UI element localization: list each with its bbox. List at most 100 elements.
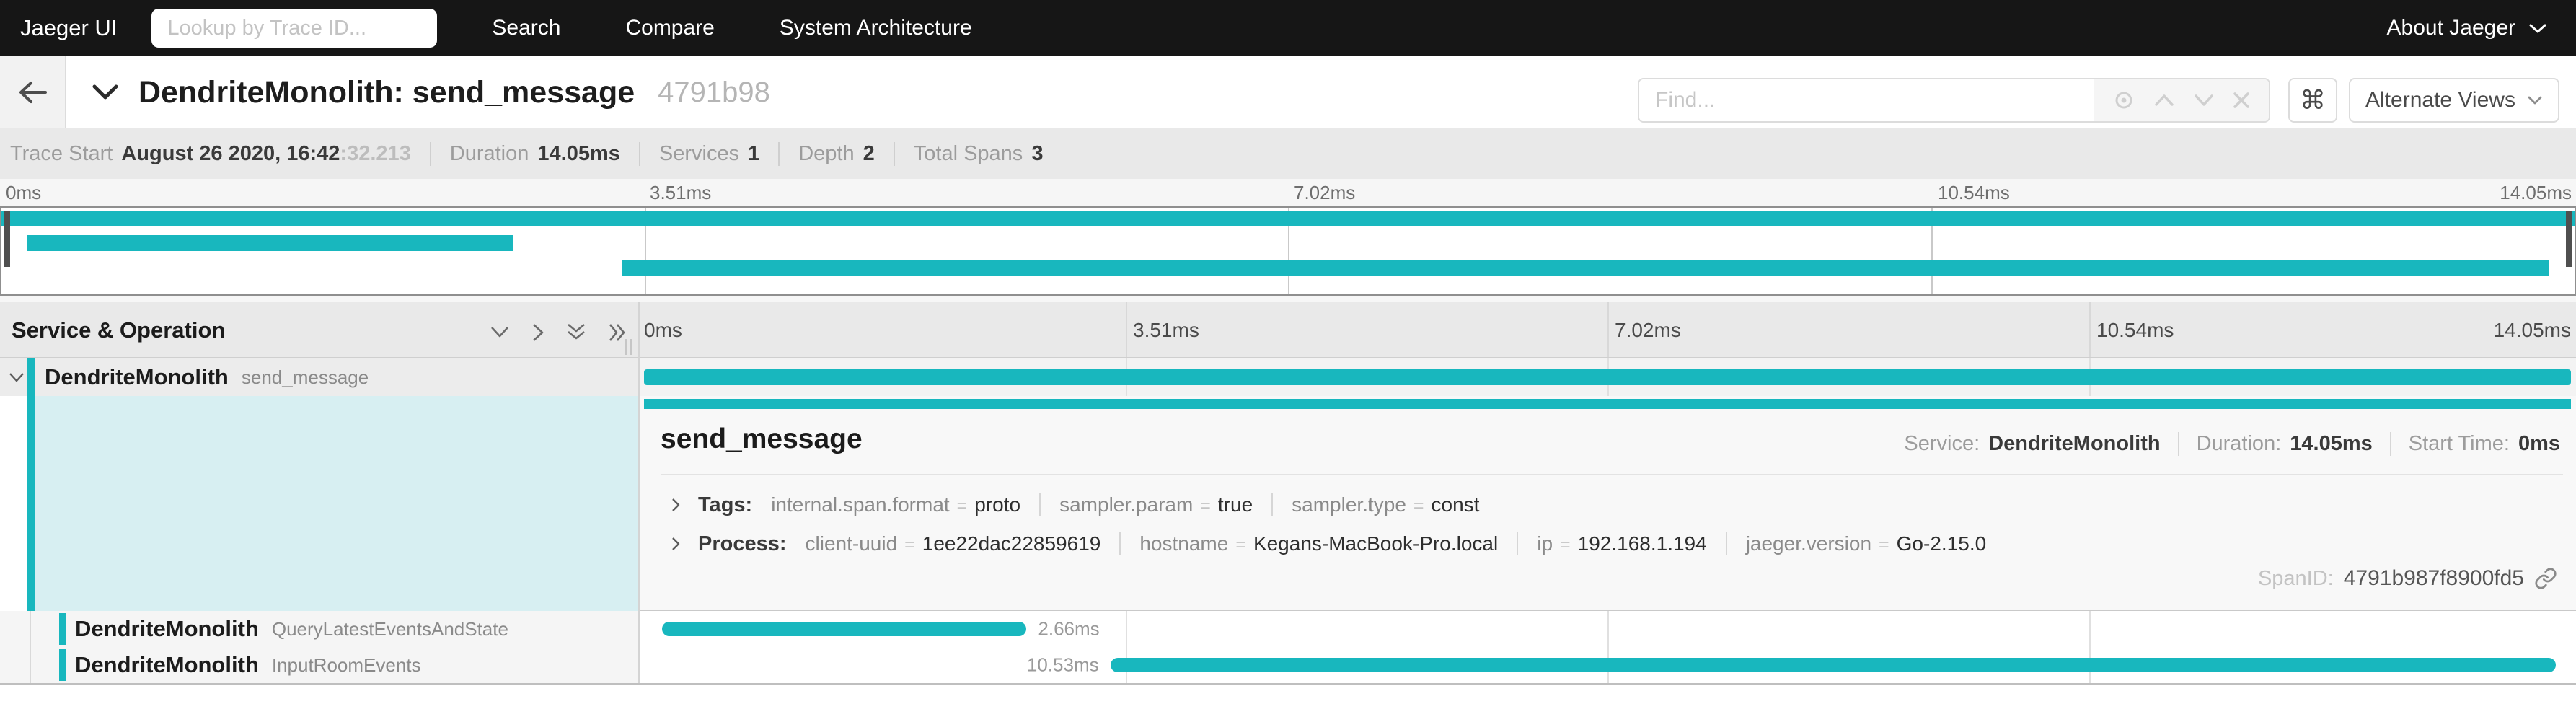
timeline-gridline <box>1607 302 1609 357</box>
timeline-minimap-section: 0ms 3.51ms 7.02ms 10.54ms 14.05ms <box>0 179 2576 302</box>
back-button[interactable] <box>0 56 66 128</box>
trace-start-label: Trace Start <box>10 141 113 165</box>
timeline-tick: 7.02ms <box>1615 319 1681 341</box>
kv-equals: = <box>1879 534 1889 555</box>
trace-lookup-input[interactable] <box>151 9 438 48</box>
timeline-header-area: 0ms 3.51ms 7.02ms 10.54ms 14.05ms <box>639 302 2576 357</box>
tags-list: internal.span.format = proto sampler.par… <box>771 493 1498 516</box>
keyboard-shortcuts-button[interactable]: ⌘ <box>2288 78 2337 123</box>
kv-key: jaeger.version <box>1745 532 1872 555</box>
chevron-right-icon[interactable] <box>671 497 681 513</box>
top-navbar: Jaeger UI Search Compare System Architec… <box>0 0 2576 56</box>
span-row-input-room-events[interactable]: DendriteMonolith InputRoomEvents 10.53ms <box>0 647 2576 683</box>
expand-one-button[interactable] <box>531 322 545 343</box>
timeline-tick: 3.51ms <box>1133 319 1199 341</box>
collapse-one-button[interactable] <box>489 325 511 340</box>
deep-link-icon[interactable] <box>2534 567 2557 590</box>
find-input[interactable] <box>1639 79 2094 121</box>
find-controls <box>2094 79 2269 121</box>
viewport-handle-right[interactable] <box>2566 211 2572 267</box>
span-duration-bar[interactable] <box>1110 658 2556 672</box>
collapse-controls <box>489 322 629 343</box>
chevron-down-icon <box>2528 22 2547 34</box>
minimap-gridline <box>1931 208 1933 294</box>
span-name-column: DendriteMonolith InputRoomEvents <box>0 647 639 683</box>
detail-duration-value: 14.05ms <box>2290 432 2373 455</box>
depth-item: Depth 2 <box>778 141 894 166</box>
kv-value: proto <box>974 493 1021 516</box>
minimap-gridline <box>1288 208 1289 294</box>
kv-value: 1ee22dac22859619 <box>922 532 1101 555</box>
column-resize-grip[interactable] <box>625 339 632 355</box>
about-jaeger-menu[interactable]: About Jaeger <box>2387 16 2547 40</box>
detail-duration-label: Duration: <box>2196 432 2282 455</box>
tags-row[interactable]: Tags: internal.span.format = proto sampl… <box>671 488 1498 522</box>
trace-title: DendriteMonolith: send_message <box>138 74 635 110</box>
find-prev-icon[interactable] <box>2153 93 2175 107</box>
trace-collapse-toggle[interactable] <box>91 84 120 101</box>
minimap-tick: 3.51ms <box>650 182 712 203</box>
span-detail-name-column[interactable] <box>35 396 639 611</box>
detail-starttime-item: Start Time: 0ms <box>2389 432 2560 456</box>
minimap-gridline <box>645 208 646 294</box>
total-spans-item: Total Spans 3 <box>893 141 1062 166</box>
total-spans-value: 3 <box>1031 141 1044 165</box>
kv-pair: sampler.type = const <box>1271 493 1498 516</box>
navbar-link[interactable]: Compare <box>625 16 715 40</box>
span-name-column: DendriteMonolith QueryLatestEventsAndSta… <box>0 611 639 647</box>
navbar-link[interactable]: System Architecture <box>779 16 972 40</box>
service-color-bar <box>59 613 66 645</box>
span-duration-bar[interactable] <box>644 369 2571 385</box>
about-jaeger-label: About Jaeger <box>2386 16 2515 40</box>
detail-starttime-value: 0ms <box>2518 432 2560 455</box>
kv-pair: client-uuid = 1ee22dac22859619 <box>806 532 1120 555</box>
span-row-query-latest-events[interactable]: DendriteMonolith QueryLatestEventsAndSta… <box>0 611 2576 647</box>
service-color-bar <box>27 358 35 396</box>
timeline-gridline <box>1607 611 1609 647</box>
kv-equals: = <box>1235 534 1246 555</box>
kv-equals: = <box>1560 534 1571 555</box>
kv-value: Go-2.15.0 <box>1896 532 1987 555</box>
minimap-tick-row: 0ms 3.51ms 7.02ms 10.54ms 14.05ms <box>0 179 2576 206</box>
duration-value: 14.05ms <box>537 141 620 165</box>
kv-pair: ip = 192.168.1.194 <box>1517 532 1725 555</box>
span-duration-bar[interactable] <box>662 622 1027 636</box>
services-label: Services <box>658 141 740 165</box>
timeline-gridline <box>1126 302 1127 357</box>
kv-key: sampler.type <box>1292 493 1406 516</box>
expand-all-button[interactable] <box>607 322 629 343</box>
total-spans-label: Total Spans <box>913 141 1023 165</box>
focus-target-icon[interactable] <box>2112 88 2136 113</box>
span-expander-chevron[interactable] <box>6 358 27 396</box>
detail-service-value: DendriteMonolith <box>1988 432 2161 455</box>
alternate-views-button[interactable]: Alternate Views <box>2349 78 2559 123</box>
find-next-icon[interactable] <box>2193 93 2215 107</box>
service-operation-header: Service & Operation <box>12 317 226 343</box>
process-row[interactable]: Process: client-uuid = 1ee22dac22859619 … <box>671 527 2005 560</box>
trace-start-fraction: :32.213 <box>340 141 411 165</box>
services-value: 1 <box>748 141 760 165</box>
kv-value: Kegans-MacBook-Pro.local <box>1253 532 1499 555</box>
chevron-right-icon[interactable] <box>671 536 681 552</box>
kv-pair: hostname = Kegans-MacBook-Pro.local <box>1119 532 1517 555</box>
kv-equals: = <box>904 534 915 555</box>
timeline-gridline <box>2089 302 2091 357</box>
span-row-send-message[interactable]: DendriteMonolith send_message <box>0 358 2576 396</box>
timeline-tick: 0ms <box>644 319 682 341</box>
depth-value: 2 <box>863 141 875 165</box>
timeline-gridline <box>1126 611 1127 647</box>
find-clear-icon[interactable] <box>2232 91 2251 110</box>
column-divider[interactable] <box>638 302 640 683</box>
kv-pair: internal.span.format = proto <box>771 493 1039 516</box>
trace-meta-bar: Trace Start August 26 2020, 16:42 :32.21… <box>0 128 2576 179</box>
navbar-link[interactable]: Search <box>492 16 561 40</box>
jaeger-brand[interactable]: Jaeger UI <box>20 15 118 40</box>
minimap-tick: 0ms <box>6 182 42 203</box>
viewport-handle-left[interactable] <box>4 211 10 267</box>
timeline-minimap[interactable] <box>0 206 2576 296</box>
span-row-timeline <box>639 358 2576 396</box>
collapse-all-button[interactable] <box>565 322 587 343</box>
span-service-name: DendriteMonolith <box>45 364 229 390</box>
minimap-span-bar-input <box>621 260 2549 276</box>
